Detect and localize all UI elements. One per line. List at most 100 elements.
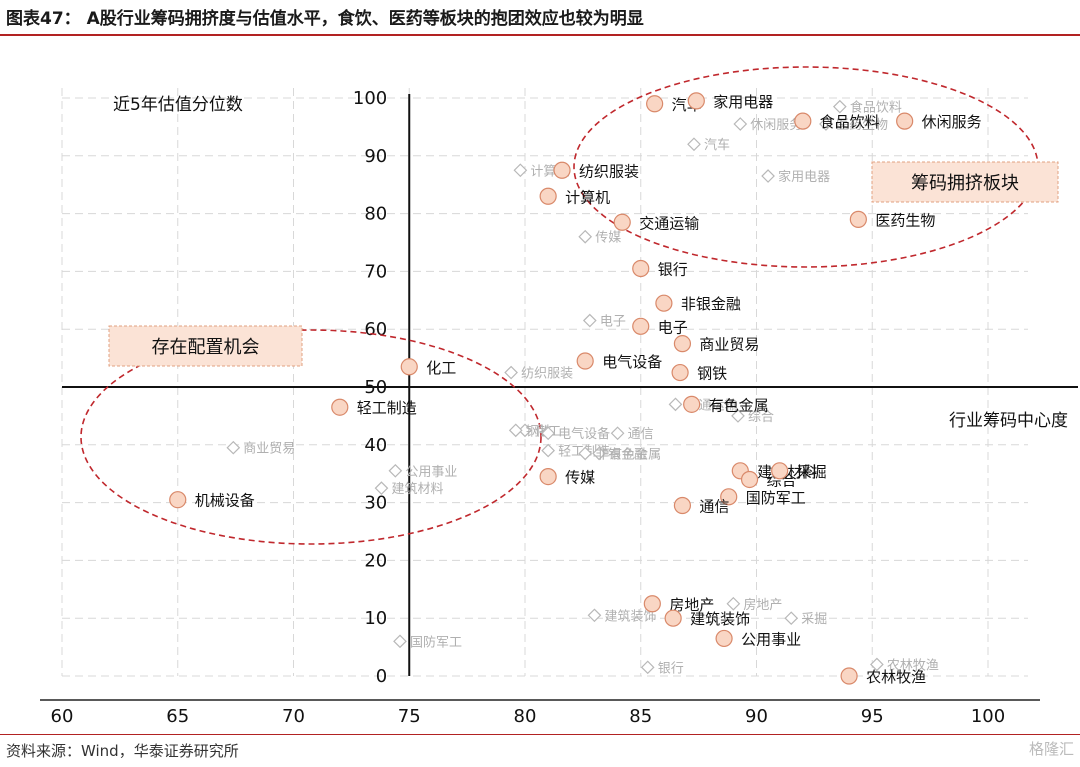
- current-point-label: 传媒: [565, 469, 595, 487]
- hist-point: [513, 163, 528, 178]
- x-tick-label: 90: [745, 706, 768, 727]
- current-point: [687, 92, 705, 110]
- current-point: [576, 352, 594, 370]
- y-tick-label: 40: [364, 435, 387, 456]
- hist-point-label: 农林牧渔: [887, 658, 939, 673]
- y-tick-label: 90: [364, 146, 387, 167]
- current-point-label: 国防军工: [746, 489, 806, 507]
- hist-point: [870, 657, 884, 672]
- current-point-label: 房地产: [669, 596, 714, 614]
- hist-point-label: 汽车: [704, 137, 730, 153]
- current-point-label: 计算机: [565, 188, 610, 206]
- current-point: [655, 294, 673, 312]
- hist-point-label: 建筑装饰: [604, 608, 656, 624]
- current-point-label: 交通运输: [639, 214, 699, 232]
- current-point-label: 医药生物: [875, 211, 935, 229]
- y-axis-title: 近5年估值分位数: [113, 95, 243, 115]
- hist-point-label: 食品饮料: [850, 100, 902, 116]
- x-tick-label: 95: [861, 706, 884, 727]
- hist-point: [518, 423, 532, 438]
- opportunity-label-box: [108, 325, 303, 367]
- hist-point-label: 电气设备: [558, 426, 610, 442]
- x-tick-label: 85: [629, 706, 652, 727]
- x-tick-label: 100: [971, 706, 1005, 727]
- hist-point-label: 电子: [600, 315, 626, 330]
- hist-point-label: 非银金融: [595, 446, 647, 462]
- hist-point-label: 建筑材料: [391, 481, 443, 497]
- current-point-label: 食品饮料: [820, 113, 880, 131]
- current-point: [740, 470, 759, 489]
- hist-point-label: 综合: [748, 410, 774, 425]
- current-point-label: 通信: [699, 497, 729, 515]
- x-tick-label: 80: [514, 706, 537, 727]
- current-point: [673, 496, 692, 515]
- current-point-label: 钢铁: [697, 365, 727, 383]
- current-point: [849, 210, 867, 228]
- current-point: [771, 462, 789, 480]
- footer-rule: [0, 734, 1080, 735]
- current-point: [673, 335, 692, 353]
- hist-point-label: 银行: [658, 661, 684, 676]
- hist-point: [610, 426, 625, 441]
- y-tick-label: 30: [364, 493, 387, 514]
- hist-point: [726, 596, 741, 611]
- y-tick-label: 100: [353, 88, 387, 109]
- hist-point: [687, 137, 701, 152]
- current-point: [331, 398, 349, 416]
- current-point: [646, 95, 664, 113]
- y-tick-label: 50: [364, 377, 387, 398]
- hist-point: [784, 611, 799, 626]
- current-point-label: 银行: [658, 261, 688, 279]
- chart-title: 图表47： A股行业筹码拥挤度与估值水平，食饮、医药等板块的抱团效应也较为明显: [6, 9, 644, 29]
- hist-point-label: 纺织服装: [521, 367, 573, 382]
- current-point: [715, 629, 733, 648]
- x-tick-label: 60: [51, 706, 74, 727]
- current-point-label: 轻工制造: [357, 399, 417, 417]
- y-tick-label: 80: [364, 204, 387, 225]
- current-point: [720, 488, 738, 506]
- current-point-label: 电气设备: [602, 353, 662, 371]
- current-point-label: 建筑装饰: [690, 610, 750, 628]
- hist-point-label: 房地产: [743, 597, 782, 613]
- hist-point-label: 传媒: [595, 231, 621, 246]
- hist-point: [731, 409, 745, 423]
- crowded-label-box: [871, 161, 1059, 203]
- current-point-label: 公用事业: [741, 630, 801, 648]
- hist-point: [733, 117, 748, 131]
- hist-point: [578, 229, 593, 244]
- y-tick-label: 0: [376, 666, 387, 687]
- current-point-label: 电子: [658, 318, 688, 336]
- current-point-label: 化工: [426, 359, 456, 377]
- hist-point: [832, 99, 847, 114]
- hist-point: [640, 660, 655, 675]
- title-rule: [0, 34, 1080, 36]
- y-tick-label: 10: [364, 608, 387, 629]
- current-point: [896, 112, 914, 130]
- opportunity-label-box-text: 存在配置机会: [152, 337, 260, 358]
- scatter-chart: 0 10 20 30 40 50 60 70 80 90 100 60 65 70 75 80 85 90 95 10…: [40, 66, 1078, 727]
- hist-point: [668, 397, 683, 412]
- hist-point-label: 有色金属: [609, 446, 661, 462]
- current-point: [683, 395, 701, 413]
- hist-point-label: 家用电器: [778, 169, 830, 185]
- hist-point: [587, 608, 602, 623]
- current-point: [632, 317, 650, 335]
- hist-point-label: 采掘: [801, 612, 827, 627]
- current-point-label: 纺织服装: [579, 162, 639, 180]
- current-point: [553, 161, 571, 179]
- y-tick-label: 60: [364, 319, 387, 340]
- x-tick-label: 75: [398, 706, 421, 727]
- hist-point: [819, 117, 833, 131]
- hist-point: [582, 313, 597, 328]
- hist-point-label: 通信: [628, 427, 654, 442]
- current-point-label: 有色金属: [709, 396, 769, 414]
- y-tick-label: 70: [364, 261, 387, 282]
- hist-point-label: 公用事业: [405, 465, 457, 480]
- current-point: [539, 467, 557, 486]
- hist-point-label: 商业贸易: [243, 442, 295, 457]
- current-point: [794, 112, 812, 130]
- hist-point: [592, 446, 606, 461]
- current-point-label: 采掘: [797, 463, 827, 481]
- hist-point: [226, 440, 241, 455]
- x-axis-title: 行业筹码中心度: [949, 411, 1068, 431]
